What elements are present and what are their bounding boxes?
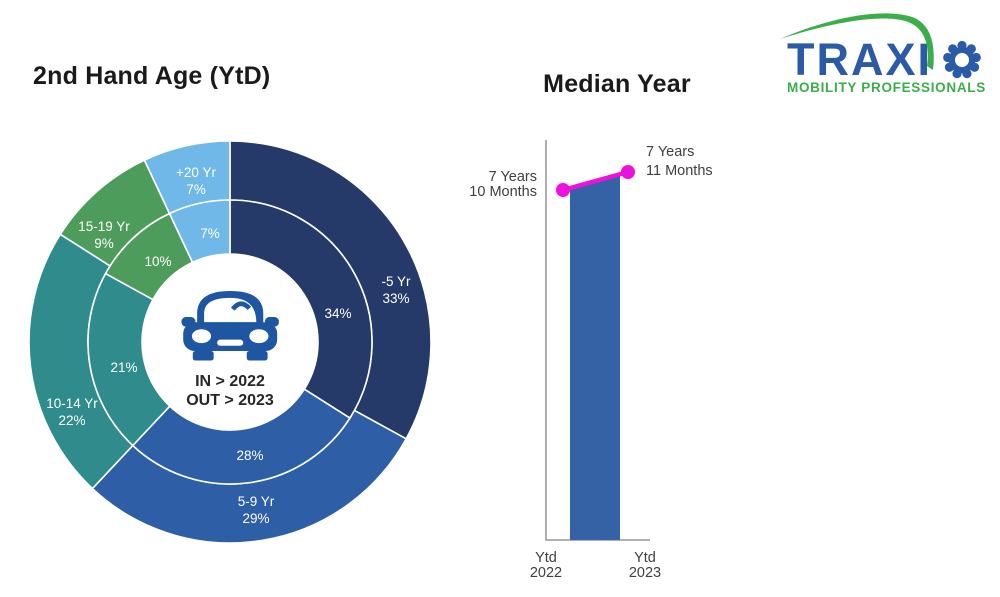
donut-chart: -5 Yr 33% 5-9 Yr 29% 10-14 Yr 22% 15-19 Yr 9% +2… bbox=[28, 140, 432, 544]
donut-inner-label-value-15-19-yr: 10% bbox=[144, 254, 171, 269]
median-point-ytd-2022 bbox=[556, 183, 570, 197]
x-tick-ytd-2023-line-0: Ytd bbox=[634, 550, 656, 566]
donut-outer-label-value-5-9-yr: 29% bbox=[242, 511, 269, 526]
median-value-label-ytd-2022-line-0: 7 Years bbox=[489, 169, 537, 185]
donut-outer-label-name-5-yr: -5 Yr bbox=[381, 274, 411, 289]
donut-inner-label-value-5-9-yr: 28% bbox=[236, 448, 263, 463]
donut-outer-label-name-10-14-yr: 10-14 Yr bbox=[46, 396, 98, 411]
donut-center-line-out: OUT > 2023 bbox=[186, 392, 274, 409]
median-value-label-ytd-2023-line-1: 11 Months bbox=[646, 163, 713, 179]
x-tick-ytd-2022-line-1: 2022 bbox=[530, 565, 562, 581]
donut-outer-label-name-5-9-yr: 5-9 Yr bbox=[238, 494, 275, 509]
donut-inner-label-value-10-14-yr: 21% bbox=[110, 360, 137, 375]
donut-outer-label-value-5-yr: 33% bbox=[382, 291, 409, 306]
donut-inner-segment-20-yr bbox=[168, 199, 231, 264]
median-point-ytd-2023 bbox=[621, 165, 635, 179]
gear-icon bbox=[943, 40, 981, 79]
bar-chart-title: Median Year bbox=[543, 70, 691, 98]
donut-outer-label-name-15-19-yr: 15-19 Yr bbox=[78, 219, 130, 234]
donut-inner-label-value-20-yr: 7% bbox=[200, 226, 220, 241]
car-front-icon bbox=[181, 290, 279, 361]
car-grille bbox=[217, 339, 244, 346]
car-wheel-right bbox=[246, 350, 268, 361]
car-windshield-reflection bbox=[230, 301, 252, 311]
traxio-logo: TRAXI MOBILITY PROFESSIONALS bbox=[756, 6, 1000, 110]
x-tick-ytd-2022-line-0: Ytd bbox=[535, 550, 557, 566]
brand-tagline: MOBILITY PROFESSIONALS bbox=[787, 80, 986, 95]
car-body bbox=[183, 322, 278, 351]
brand-wordmark: TRAXI bbox=[787, 34, 932, 85]
donut-outer-label-value-20-yr: 7% bbox=[186, 182, 206, 197]
donut-outer-label-value-10-14-yr: 22% bbox=[58, 413, 85, 428]
median-value-label-ytd-2022-line-1: 10 Months bbox=[469, 184, 537, 200]
median-trend-line bbox=[562, 169, 629, 193]
car-headlight-right bbox=[249, 329, 269, 344]
donut-outer-label-value-15-19-yr: 9% bbox=[94, 236, 114, 251]
car-headlight-left bbox=[191, 329, 212, 344]
donut-outer-label-name-20-yr: +20 Yr bbox=[176, 165, 216, 180]
donut-center-line-in: IN > 2022 bbox=[195, 373, 265, 390]
donut-chart-title: 2nd Hand Age (YtD) bbox=[33, 62, 271, 90]
median-bar bbox=[570, 176, 620, 540]
x-tick-ytd-2023-line-1: 2023 bbox=[629, 565, 661, 581]
car-wheel-left bbox=[192, 350, 214, 361]
donut-inner-label-value-5-yr: 34% bbox=[324, 306, 351, 321]
median-value-label-ytd-2023-line-0: 7 Years bbox=[646, 144, 694, 160]
